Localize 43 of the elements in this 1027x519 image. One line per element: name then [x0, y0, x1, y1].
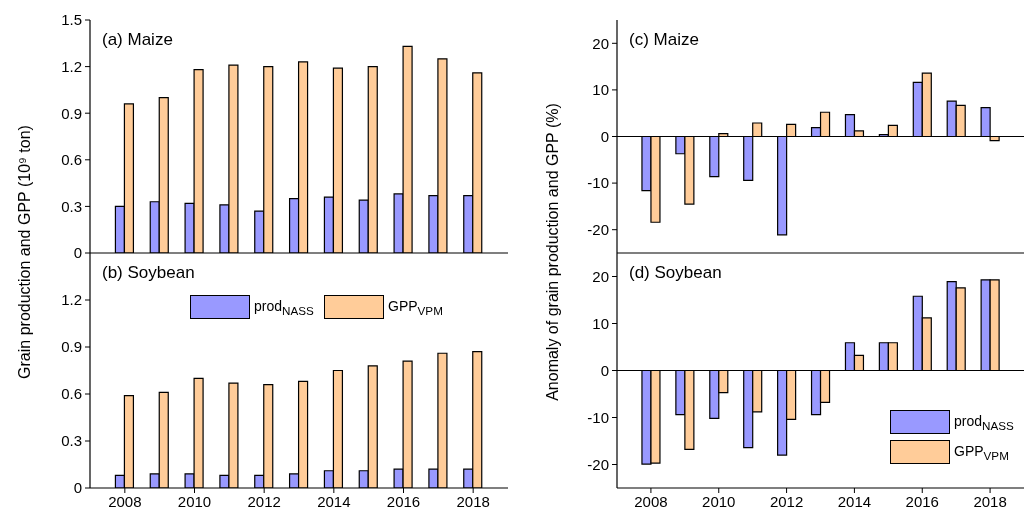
legend-label: prod$_{NASS}$ — [254, 297, 315, 317]
text: (d) Soybean — [629, 263, 722, 283]
text: (b) Soybean — [102, 263, 195, 283]
y-tick-label: -10 — [587, 174, 609, 192]
x-tick-label: 2010 — [177, 492, 212, 510]
y-tick-label: 20 — [592, 267, 609, 285]
x-tick-label: 2008 — [108, 492, 142, 510]
y-tick-label: 1.2 — [61, 291, 82, 309]
y-tick-label: 0 — [73, 479, 82, 497]
y-tick-label: 1.2 — [61, 57, 82, 75]
legend-label: GPP$_{VPM}$ — [954, 442, 1010, 462]
x-tick-label: 2018 — [973, 492, 1007, 510]
y-tick-label: 0.6 — [61, 151, 82, 169]
y-tick-label: 0 — [73, 244, 82, 262]
y-tick-label: 1.5 — [61, 11, 82, 29]
x-tick-label: 2010 — [702, 492, 736, 510]
x-tick-label: 2016 — [905, 492, 939, 510]
x-tick-label: 2016 — [386, 492, 421, 510]
x-tick-label: 2014 — [317, 492, 351, 510]
x-tick-label: 2012 — [769, 492, 804, 510]
x-tick-label: 2014 — [837, 492, 872, 510]
y-tick-label: 0.3 — [61, 197, 82, 215]
x-tick-label: 2012 — [247, 492, 281, 510]
y-tick-label: 0 — [600, 361, 609, 379]
y-tick-label: -20 — [587, 455, 609, 473]
y-axis-title: Anomaly of grain production and GPP (%) — [544, 102, 562, 403]
x-tick-label: 2008 — [634, 492, 668, 510]
text: (c) Maize — [629, 30, 699, 50]
y-tick-label: 10 — [592, 81, 609, 99]
y-tick-label: 0.6 — [61, 385, 82, 403]
y-tick-label: -20 — [587, 221, 609, 239]
y-tick-label: 0.9 — [61, 338, 82, 356]
y-tick-label: 0.3 — [61, 432, 82, 450]
y-tick-label: 20 — [592, 34, 609, 52]
legend-label: GPP$_{VPM}$ — [388, 297, 444, 317]
text: (a) Maize — [102, 30, 173, 50]
y-tick-label: 10 — [592, 314, 609, 332]
legend-label: prod$_{NASS}$ — [954, 412, 1015, 432]
y-tick-label: 0.9 — [61, 104, 82, 122]
y-tick-label: 0 — [600, 127, 609, 145]
y-axis-title: Grain production and GPP (10⁹ ton) — [16, 124, 34, 381]
y-tick-label: -10 — [587, 408, 609, 426]
x-tick-label: 2018 — [456, 492, 490, 510]
